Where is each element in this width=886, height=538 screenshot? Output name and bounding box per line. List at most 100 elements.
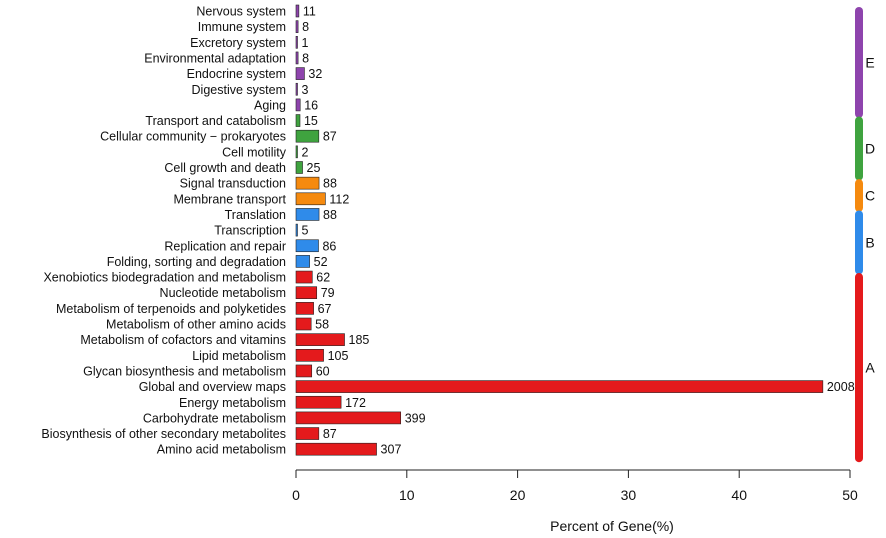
category-label: Environmental adaptation bbox=[144, 51, 286, 65]
category-label: Metabolism of cofactors and vitamins bbox=[80, 333, 286, 347]
category-label: Nucleotide metabolism bbox=[160, 286, 286, 300]
x-tick-label: 10 bbox=[399, 487, 415, 503]
value-label: 1 bbox=[302, 36, 309, 50]
bar bbox=[295, 442, 377, 456]
bar bbox=[295, 411, 402, 425]
x-tick-label: 20 bbox=[510, 487, 526, 503]
bar bbox=[295, 192, 326, 206]
value-label: 88 bbox=[323, 208, 337, 222]
x-tick-label: 40 bbox=[731, 487, 747, 503]
group-label: E bbox=[865, 54, 874, 70]
category-label: Energy metabolism bbox=[179, 396, 286, 410]
category-label: Membrane transport bbox=[173, 192, 286, 206]
value-label: 8 bbox=[302, 20, 309, 34]
bar bbox=[295, 129, 320, 143]
bar bbox=[295, 270, 313, 284]
group-label: A bbox=[865, 360, 875, 376]
value-label: 105 bbox=[328, 349, 349, 363]
category-label: Lipid metabolism bbox=[192, 349, 286, 363]
group-brackets-layer: E D C B A bbox=[855, 7, 875, 463]
bar bbox=[295, 302, 314, 315]
category-label: Aging bbox=[254, 98, 286, 112]
value-label: 112 bbox=[329, 192, 349, 206]
x-tick-label: 50 bbox=[842, 487, 858, 503]
value-label: 52 bbox=[314, 255, 328, 269]
x-tick-label: 30 bbox=[621, 487, 637, 503]
category-label: Global and overview maps bbox=[139, 380, 286, 394]
bar bbox=[295, 20, 299, 33]
bar bbox=[295, 4, 300, 18]
value-label: 307 bbox=[381, 443, 402, 457]
category-label: Glycan biosynthesis and metabolism bbox=[83, 364, 286, 378]
category-label: Digestive system bbox=[192, 83, 286, 97]
bar bbox=[295, 427, 320, 440]
bar bbox=[295, 239, 319, 253]
bar bbox=[295, 51, 299, 65]
value-label: 60 bbox=[316, 364, 330, 378]
group-label: B bbox=[865, 234, 874, 250]
value-label: 172 bbox=[345, 396, 366, 410]
bar bbox=[295, 82, 298, 96]
category-label: Metabolism of terpenoids and polyketides bbox=[56, 302, 286, 316]
bar bbox=[295, 348, 324, 362]
category-label: Excretory system bbox=[190, 36, 286, 50]
x-axis-title: Percent of Gene(%) bbox=[550, 518, 674, 534]
category-label: Cellular community − prokaryotes bbox=[100, 130, 286, 144]
bar bbox=[295, 98, 301, 112]
value-label: 3 bbox=[302, 83, 309, 97]
bar bbox=[295, 255, 310, 268]
category-label: Transcription bbox=[214, 224, 286, 238]
bar bbox=[295, 380, 824, 393]
value-label: 25 bbox=[307, 161, 321, 175]
bar bbox=[295, 114, 301, 127]
value-label: 185 bbox=[349, 333, 370, 347]
category-label: Immune system bbox=[198, 20, 286, 34]
category-label: Metabolism of other amino acids bbox=[106, 318, 286, 332]
category-label: Transport and catabolism bbox=[145, 114, 286, 128]
value-label: 58 bbox=[315, 318, 329, 332]
group-label: C bbox=[865, 187, 875, 203]
group-label: D bbox=[865, 141, 875, 157]
bar bbox=[295, 176, 320, 190]
value-label: 5 bbox=[302, 224, 309, 238]
category-label: Signal transduction bbox=[180, 177, 286, 191]
value-label: 32 bbox=[308, 67, 322, 81]
value-label: 15 bbox=[304, 114, 318, 128]
x-axis: 0 10 20 30 40 50 bbox=[292, 469, 858, 503]
value-label: 2 bbox=[302, 145, 309, 159]
bar bbox=[295, 395, 342, 409]
bar bbox=[295, 286, 318, 300]
x-tick-label: 0 bbox=[292, 487, 300, 503]
bar bbox=[295, 364, 313, 378]
value-label: 8 bbox=[302, 51, 309, 65]
value-label: 67 bbox=[318, 302, 332, 316]
value-label: 16 bbox=[304, 98, 318, 112]
value-label: 87 bbox=[323, 427, 337, 441]
value-label: 86 bbox=[322, 239, 336, 253]
category-label: Cell motility bbox=[222, 145, 287, 159]
value-label: 62 bbox=[316, 271, 330, 285]
bars-layer bbox=[295, 4, 824, 456]
bar bbox=[295, 223, 298, 237]
category-label: Folding, sorting and degradation bbox=[107, 255, 286, 269]
value-label: 11 bbox=[303, 5, 316, 19]
category-label: Xenobiotics biodegradation and metabolis… bbox=[43, 271, 286, 285]
bar bbox=[295, 333, 345, 346]
category-label: Replication and repair bbox=[164, 239, 286, 253]
bar bbox=[295, 145, 298, 159]
bar bbox=[295, 317, 312, 331]
value-label: 88 bbox=[323, 177, 337, 191]
value-label: 79 bbox=[321, 286, 335, 300]
category-label: Biosynthesis of other secondary metaboli… bbox=[41, 427, 286, 441]
value-label: 399 bbox=[405, 411, 426, 425]
bar bbox=[295, 35, 298, 49]
category-label: Cell growth and death bbox=[164, 161, 286, 175]
value-label: 87 bbox=[323, 130, 337, 144]
value-labels-layer: 1181832316158722588112885865262796758185… bbox=[302, 5, 855, 457]
value-label: 2008 bbox=[827, 380, 855, 394]
category-label: Amino acid metabolism bbox=[157, 443, 286, 457]
category-label: Carbohydrate metabolism bbox=[143, 411, 286, 425]
category-label: Nervous system bbox=[196, 5, 286, 19]
